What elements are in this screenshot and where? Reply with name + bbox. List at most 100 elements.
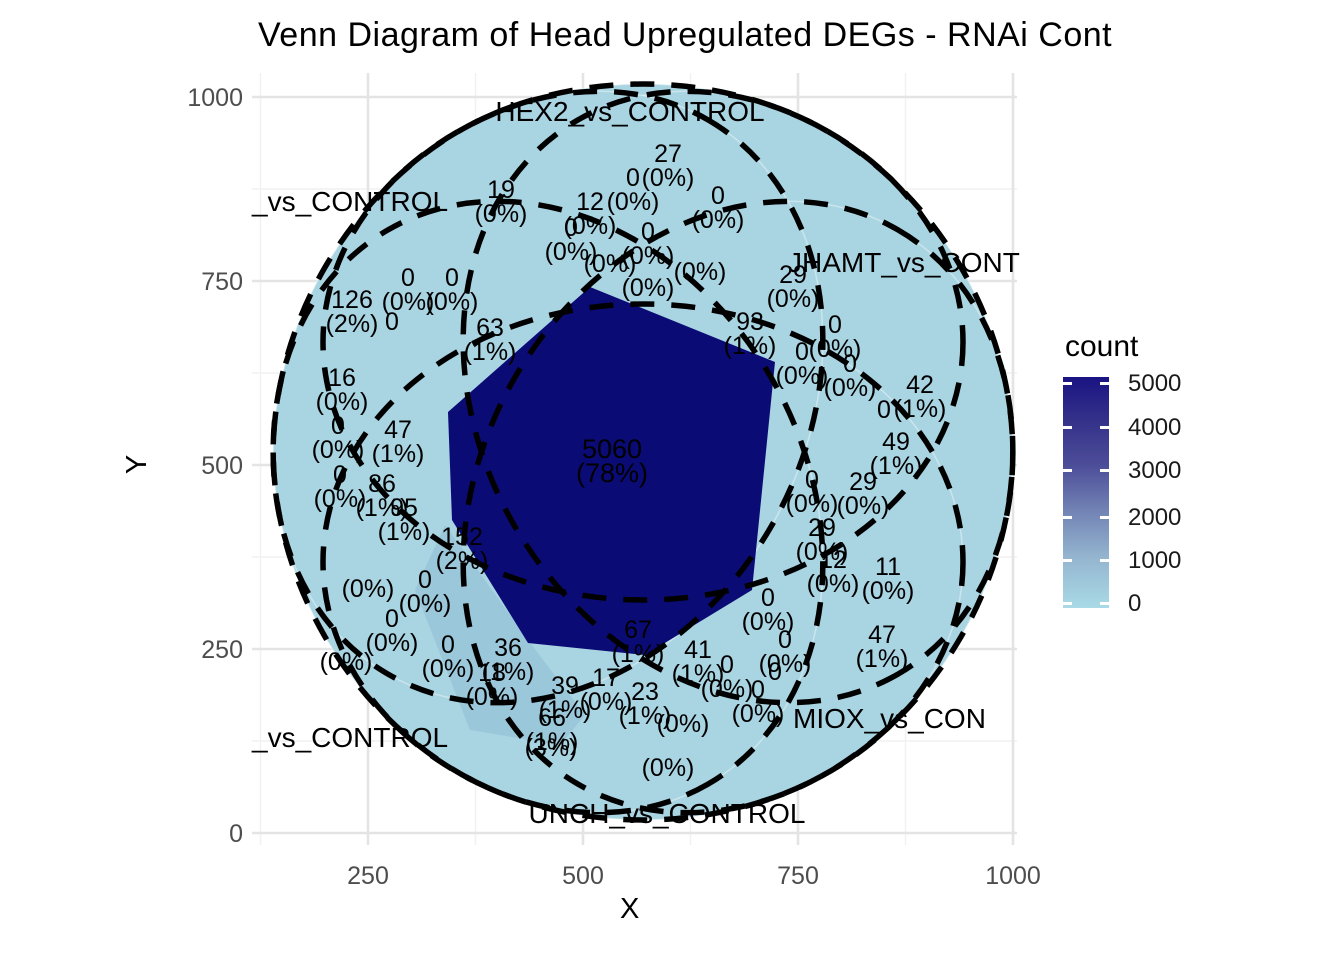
x-tick-label: 250: [347, 862, 389, 890]
region-label: 152 (2%): [436, 523, 489, 575]
set-label-1: _vs_CONTROL: [252, 186, 449, 217]
set-label-3: MIOX_vs_CON: [793, 703, 986, 734]
region-label: 93 (1%): [724, 308, 777, 360]
region-label: 12 (0%): [807, 546, 860, 598]
legend-tick-label: 5000: [1128, 370, 1182, 397]
region-label: 0 (0%): [824, 350, 877, 402]
region-label: 16 (0%): [316, 364, 369, 416]
venn-set-outline-5: [270, 88, 826, 706]
legend-tick-mark: [1100, 426, 1109, 429]
legend-tick-mark: [1063, 559, 1072, 562]
venn-set-outlines: [270, 81, 1016, 823]
region-label: 29 (0%): [837, 468, 890, 520]
region-label: 0 (0%): [422, 631, 475, 683]
region-label: 29 (0%): [796, 514, 849, 566]
x-tick-label: 750: [777, 862, 819, 890]
region-label: 47 (1%): [372, 416, 425, 468]
venn-set-outline-3: [320, 301, 966, 823]
region-label: 47 (1%): [856, 621, 909, 673]
x-tick-label: 500: [562, 862, 604, 890]
set-label-0: HEX2_vs_CONTROL: [495, 96, 765, 127]
set-label-4: UNCH_vs_CONTROL: [528, 798, 806, 829]
axis-tick-labels: 250 500 750 1000 0 250 500 750 1000: [187, 84, 1040, 890]
region-label: 0 (0%): [732, 676, 785, 728]
legend-tick-mark: [1063, 516, 1072, 519]
region-label: 0 (0%): [742, 584, 795, 636]
region-label: 23 (1%): [619, 678, 672, 730]
x-axis-title: X: [620, 893, 640, 925]
region-label: 0: [768, 658, 782, 686]
legend-tick-label: 2000: [1128, 504, 1182, 531]
region-label: 17 (0%): [580, 664, 633, 716]
legend-tick-mark: [1100, 516, 1109, 519]
legend-tick-mark: [1100, 559, 1109, 562]
region-label: 0 (0%): [809, 311, 862, 363]
panel-label-layer: HEX2_vs_CONTROL _vs_CONTROL JHAMT_vs_CONT M…: [250, 70, 1020, 860]
legend-tick-mark: [1063, 469, 1072, 472]
region-label: 0 (0%): [622, 218, 675, 270]
region-label: 0 (0%): [759, 626, 812, 678]
set-label-2: JHAMT_vs_CONT: [788, 247, 1020, 278]
region-label: 18 (0%): [466, 659, 519, 711]
region-label: 0 (0%): [366, 605, 419, 657]
region-label: 95 (1%): [378, 494, 431, 546]
region-label: 19 (0%): [475, 176, 528, 228]
region-label: 5060 (78%): [576, 434, 648, 488]
y-tick-label: 750: [201, 268, 243, 296]
legend-tick-mark: [1063, 426, 1072, 429]
region-label: 49 (1%): [870, 428, 923, 480]
region-label: 42 (1%): [894, 371, 947, 423]
region-label: 29 (0%): [767, 261, 820, 313]
region-label: 0 (0%): [399, 566, 452, 618]
region-label: 27 (0%): [642, 140, 695, 192]
region-label: 67 (1%): [612, 616, 665, 668]
region-label: 0 (0%): [312, 412, 365, 464]
region-label: 39 (1%): [539, 672, 592, 724]
legend-tick-label: 0: [1128, 590, 1142, 617]
legend-tick-label: 3000: [1128, 457, 1182, 484]
region-label: (0%): [674, 258, 727, 286]
legend-title: count: [1065, 330, 1139, 363]
region-label: (0%): [657, 710, 710, 738]
legend-tick-mark: [1100, 382, 1109, 385]
region-label: (0%): [320, 648, 373, 676]
legend-colorbar: [1063, 377, 1109, 608]
region-label: 66 (1%): [526, 704, 579, 756]
legend-tick-mark: [1100, 602, 1109, 605]
region-label: 86 (1%): [356, 470, 409, 522]
region-label: 126 (2%): [326, 286, 379, 338]
region-label: 0 (0%): [701, 651, 754, 703]
y-axis-title: Y: [121, 454, 154, 475]
region-label: 63 (1%): [464, 314, 517, 366]
venn-center-intersection-region: [448, 287, 775, 655]
venn-set-outline-1: [460, 88, 1016, 706]
region-label: 0 (0%): [692, 182, 745, 234]
legend-tick-mark: [1063, 602, 1072, 605]
region-label: 12 (0%): [564, 188, 617, 240]
region-label: (0%): [342, 575, 395, 603]
legend-tick-mark: [1063, 382, 1072, 385]
legend-tick-label: 1000: [1128, 547, 1182, 574]
y-tick-label: 500: [201, 452, 243, 480]
region-label: 0 (0%): [607, 164, 660, 216]
region-label: 41 (1%): [672, 636, 725, 688]
region-label: 0 (0%): [314, 461, 367, 513]
region-label: (3%): [525, 734, 578, 762]
venn-medium-count-region: [415, 525, 585, 745]
region-label: (0%): [622, 274, 675, 302]
count-legend: count 5000 4000 3000 2000 1000 0: [1063, 330, 1333, 630]
region-label: 0: [877, 396, 891, 424]
region-label: 0 (0%): [786, 466, 839, 518]
legend-tick-label: 4000: [1128, 414, 1182, 441]
venn-set-outline-0: [320, 81, 966, 603]
set-label-5: _vs_CONTROL: [252, 722, 449, 753]
region-label: 11 (0%): [862, 553, 915, 605]
legend-tick-mark: [1100, 469, 1109, 472]
region-label: 0 (0%): [426, 264, 479, 316]
region-label: 0 (0%): [776, 338, 829, 390]
region-label: (0%): [584, 250, 637, 278]
region-count-labels: 5060 (78%)27 (0%)0 (0%) 0 (0%)12 (0%)19 (0%) 0 (0…: [312, 140, 947, 782]
x-tick-label: 1000: [985, 862, 1041, 890]
